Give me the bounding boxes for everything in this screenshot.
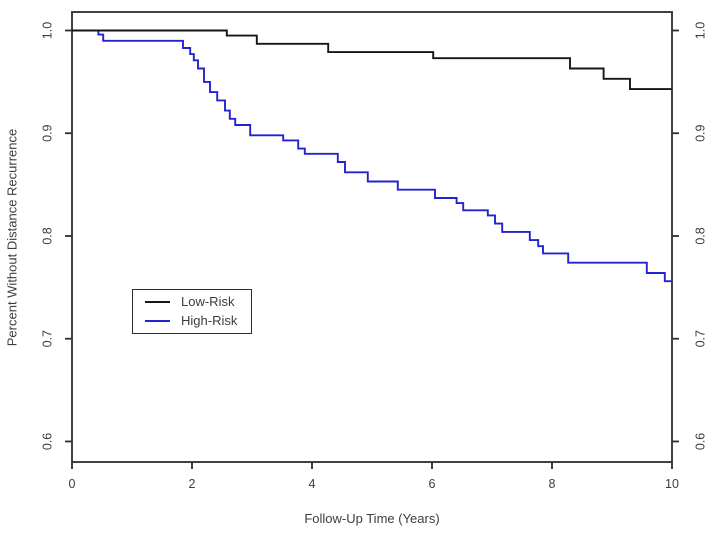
- legend-item-high-risk: High-Risk: [145, 313, 251, 329]
- legend-item-low-risk: Low-Risk: [145, 294, 251, 310]
- y-tick-label-right: 0.6: [693, 433, 707, 450]
- y-tick-label-left: 1.0: [40, 22, 54, 39]
- x-tick-label: 2: [189, 477, 196, 491]
- plot-border: [71, 11, 673, 463]
- y-tick-label-right: 0.7: [693, 330, 707, 347]
- x-tick-label: 10: [665, 477, 679, 491]
- x-tick-label: 4: [309, 477, 316, 491]
- x-tick-label: 8: [549, 477, 556, 491]
- low-risk-curve: [72, 29, 672, 91]
- y-tick-label-right: 1.0: [693, 22, 707, 39]
- x-tick-label: 0: [69, 477, 76, 491]
- y-axis-label: Percent Without Distance Recurrence: [4, 128, 20, 347]
- y-tick-label-left: 0.6: [40, 433, 54, 450]
- high-risk-line-swatch: [145, 320, 170, 322]
- y-tick-label-left: 0.8: [40, 227, 54, 244]
- y-tick-label-left: 0.9: [40, 125, 54, 142]
- y-tick-label-right: 0.9: [693, 125, 707, 142]
- y-tick-label-right: 0.8: [693, 227, 707, 244]
- legend-label-high-risk: High-Risk: [181, 313, 238, 328]
- x-axis-label: Follow-Up Time (Years): [304, 511, 440, 526]
- legend-box: Low-Risk High-Risk: [132, 289, 252, 334]
- x-tick-label: 6: [429, 477, 436, 491]
- legend-label-low-risk: Low-Risk: [181, 294, 235, 309]
- low-risk-line-swatch: [145, 301, 170, 303]
- high-risk-curve: [72, 29, 672, 283]
- y-tick-label-left: 0.7: [40, 330, 54, 347]
